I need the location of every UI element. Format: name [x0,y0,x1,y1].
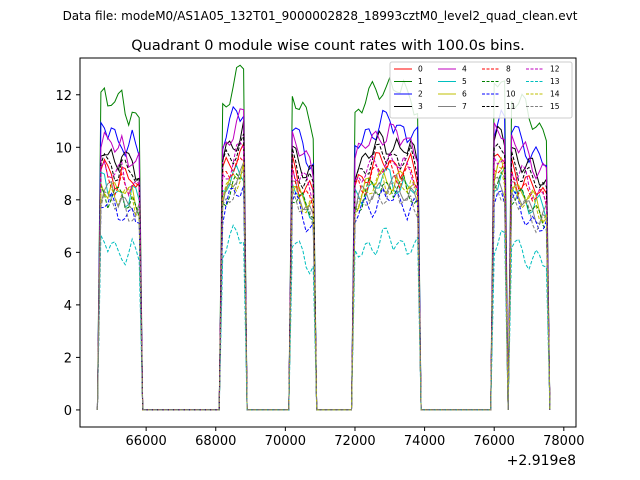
y-tick-label: 2 [64,351,72,366]
legend-label-12: 12 [550,65,560,74]
legend-label-14: 14 [550,90,560,99]
x-tick-label: 72000 [334,434,375,449]
x-tick-label: 66000 [125,434,166,449]
series-group [96,64,551,411]
series-line-15 [96,170,551,411]
chart-title: Quadrant 0 module wise count rates with … [131,38,525,54]
x-tick-label: 78000 [543,434,584,449]
x-tick-label: 74000 [404,434,445,449]
legend-label-4: 4 [462,65,467,74]
legend-label-15: 15 [550,102,560,111]
legend-label-7: 7 [462,102,467,111]
plot-area [79,57,577,428]
x-tick-label: 76000 [474,434,515,449]
y-tick-label: 10 [55,141,72,156]
legend-label-6: 6 [462,90,467,99]
x-tick-label: 70000 [265,434,306,449]
legend-label-5: 5 [462,77,467,86]
legend-label-3: 3 [418,102,423,111]
y-tick-label: 6 [64,246,72,261]
legend-frame [389,61,573,119]
legend-label-11: 11 [506,102,516,111]
y-tick-label: 4 [64,299,72,314]
legend-label-2: 2 [418,90,423,99]
legend-label-1: 1 [418,77,423,86]
y-tick-label: 8 [64,194,72,209]
x-offset-label: +2.919e8 [507,453,576,469]
legend-label-10: 10 [506,90,516,99]
legend-label-0: 0 [418,65,423,74]
figure-suptitle: Data file: modeM0/AS1A05_132T01_90000028… [63,9,578,23]
y-tick-label: 12 [55,89,72,104]
legend-label-13: 13 [550,77,560,86]
legend-label-9: 9 [506,77,511,86]
y-tick-label: 0 [64,404,72,419]
legend-label-8: 8 [506,65,511,74]
x-axis: 66000 68000 70000 72000 74000 76000 78000 [125,427,584,449]
plot-border [79,57,577,428]
y-axis: 0 2 4 6 8 10 12 [55,89,80,419]
x-tick-label: 68000 [195,434,236,449]
